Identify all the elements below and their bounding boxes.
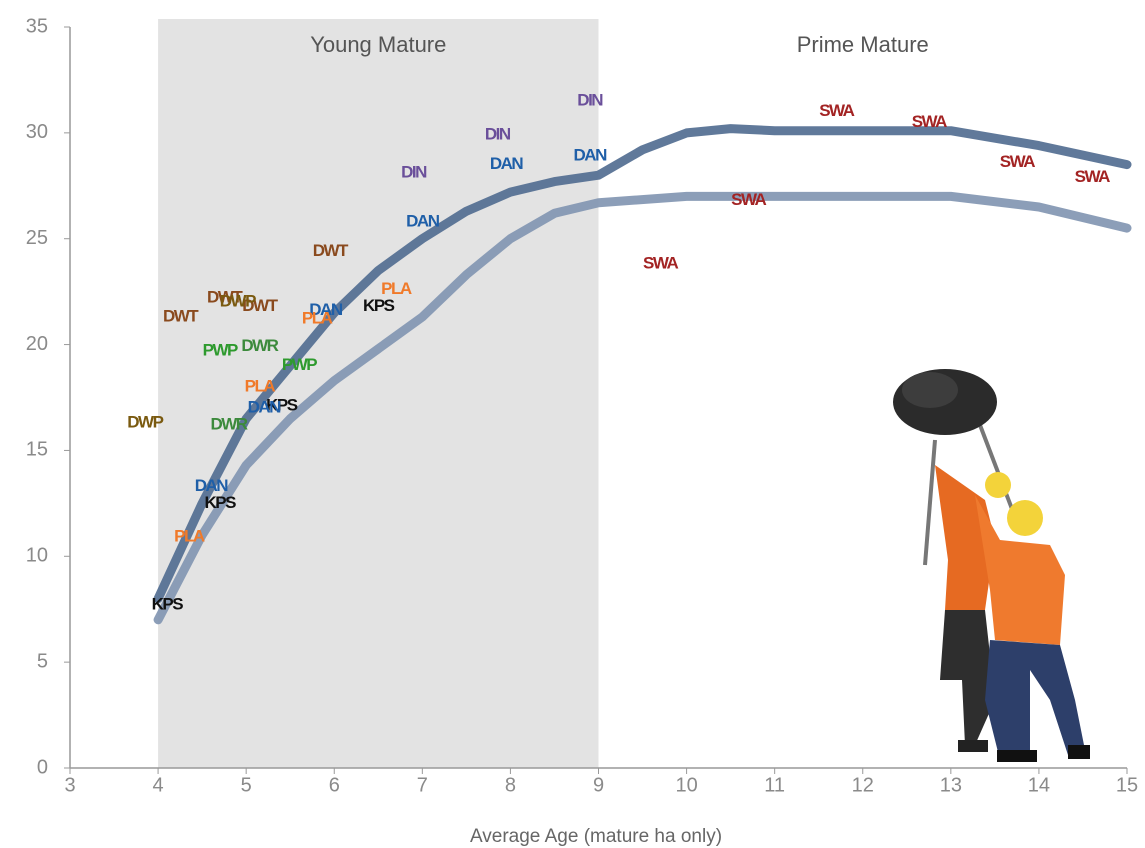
point-label: PWP [203,340,238,359]
point-label: DWR [241,336,278,355]
y-tick-label: 25 [26,227,48,249]
x-tick-label: 5 [241,774,252,796]
point-label: SWA [819,101,854,120]
region-label: Young Mature [310,32,446,57]
point-label: PLA [302,309,333,328]
point-label: DWR [210,415,247,434]
x-tick-label: 6 [329,774,340,796]
point-label: DAN [248,398,282,417]
point-label: DIN [401,163,427,182]
x-tick-label: 4 [153,774,164,796]
point-label: SWA [731,190,766,209]
x-tick-label: 13 [940,774,962,796]
point-label: PWP [282,355,317,374]
x-tick-label: 14 [1028,774,1050,796]
point-label: PLA [174,527,205,546]
y-tick-label: 20 [26,333,48,355]
point-label: DIN [577,91,603,110]
x-tick-label: 12 [852,774,874,796]
x-tick-label: 10 [675,774,697,796]
point-label: SWA [912,112,947,131]
x-tick-label: 7 [417,774,428,796]
point-label: DIN [485,124,511,143]
point-label: DAN [574,146,608,165]
point-label: DAN [406,211,440,230]
point-label: DWP [220,292,256,311]
point-label: KPS [205,493,237,512]
point-label: DWP [127,412,163,431]
region-label: Prime Mature [797,32,929,57]
x-tick-label: 8 [505,774,516,796]
x-axis-label: Average Age (mature ha only) [470,826,722,847]
point-label: SWA [1000,152,1035,171]
point-label: SWA [1075,167,1110,186]
point-label: PLA [381,279,412,298]
y-tick-label: 5 [37,650,48,672]
point-label: DWT [313,241,349,260]
y-tick-label: 35 [26,15,48,37]
point-label: KPS [363,296,395,315]
region-band [158,19,598,768]
point-label: DWT [163,307,199,326]
y-tick-label: 15 [26,439,48,461]
point-label: KPS [152,594,184,613]
x-tick-label: 3 [64,774,75,796]
point-label: PLA [245,376,276,395]
chart: Young MaturePrime Mature 051015202530353… [0,0,1145,848]
x-tick-label: 15 [1116,774,1138,796]
x-tick-label: 9 [593,774,604,796]
point-label: DAN [490,154,524,173]
y-tick-label: 0 [37,756,48,778]
point-label: SWA [643,254,678,273]
point-label: DAN [195,476,229,495]
y-tick-label: 10 [26,545,48,567]
x-tick-label: 11 [764,774,785,796]
y-tick-label: 30 [26,121,48,143]
